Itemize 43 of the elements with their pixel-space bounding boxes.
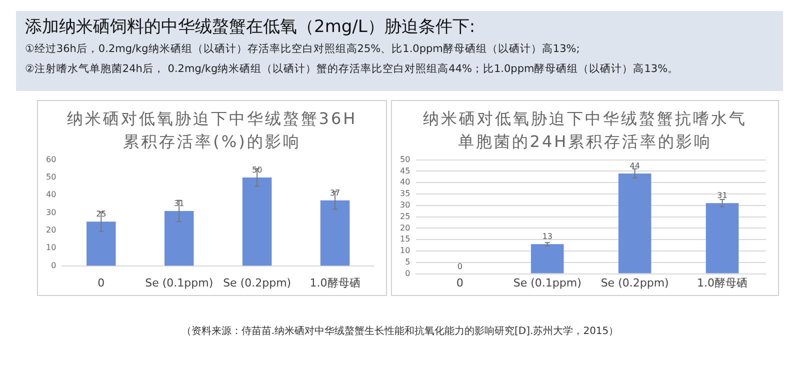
chart-title: 纳米硒对低氧胁迫下中华绒螯蟹36H累积存活率(%)的影响 — [66, 108, 358, 153]
bar — [706, 203, 739, 274]
y-tick-label: 40 — [46, 190, 56, 200]
y-tick-label: 50 — [400, 154, 410, 164]
bar — [320, 200, 350, 266]
bar — [242, 177, 272, 266]
y-tick-label: 15 — [400, 234, 410, 244]
text: 添加纳米硒饲料的中华绒螯蟹在低氧（2mg/L）胁迫条件下: — [25, 16, 476, 39]
y-tick-label: 0 — [405, 268, 410, 278]
x-tick-label: 1.0酵母硒 — [697, 276, 748, 290]
data-label: 44 — [630, 162, 640, 171]
data-label: 31 — [717, 191, 728, 200]
y-tick-label: 20 — [400, 223, 410, 232]
y-tick-label: 35 — [400, 189, 410, 198]
data-label: 13 — [542, 232, 552, 242]
y-tick-label: 10 — [46, 243, 56, 252]
bar — [530, 244, 564, 274]
bar — [618, 173, 652, 274]
data-label: 0 — [457, 262, 462, 271]
y-tick-label: 25 — [400, 212, 410, 221]
text: ①经过36h后，0.2mg/kg纳米硒组（以硒计）存活率比空白对照组高25%、比1.0ppm酵母硒组（以硒计）高13%; — [25, 42, 581, 57]
y-tick-label: 5 — [405, 257, 410, 266]
x-tick-label: 1.0酵母硒 — [310, 276, 360, 290]
y-tick-label: 0 — [51, 260, 56, 270]
text: （资料来源：侍苗苗.纳米硒对中华绒螯蟹生长性能和抗氧化能力的影响研究[D].苏州大学，2015） — [180, 324, 620, 338]
text: ②注射嗜水气单胞菌24h后， 0.2mg/kg纳米硒组（以硒计）蟹的存活率比空白对照组高44%；比1.0ppm酵母硒组（以硒计）高13%。 — [25, 62, 680, 77]
bar — [164, 211, 194, 266]
y-tick-label: 50 — [46, 172, 56, 182]
x-tick-label: 0 — [98, 276, 105, 290]
x-tick-label: Se (0.1ppm) — [145, 276, 214, 290]
y-tick-label: 10 — [400, 246, 410, 256]
y-tick-label: 40 — [400, 178, 410, 187]
y-tick-label: 20 — [46, 226, 56, 235]
x-tick-label: 0 — [456, 276, 464, 290]
y-tick-label: 60 — [46, 154, 56, 164]
bar — [86, 222, 116, 266]
x-tick-label: Se (0.2ppm) — [600, 276, 669, 290]
chart-title: 纳米硒对低氧胁迫下中华绒螯蟹抗嗜水气单胞菌的24H累积存活率的影响 — [422, 108, 748, 153]
y-tick-label: 45 — [400, 166, 410, 176]
x-tick-label: Se (0.2ppm) — [223, 276, 292, 290]
y-tick-label: 30 — [400, 200, 410, 210]
x-tick-label: Se (0.1ppm) — [513, 276, 582, 290]
y-tick-label: 30 — [46, 208, 56, 217]
